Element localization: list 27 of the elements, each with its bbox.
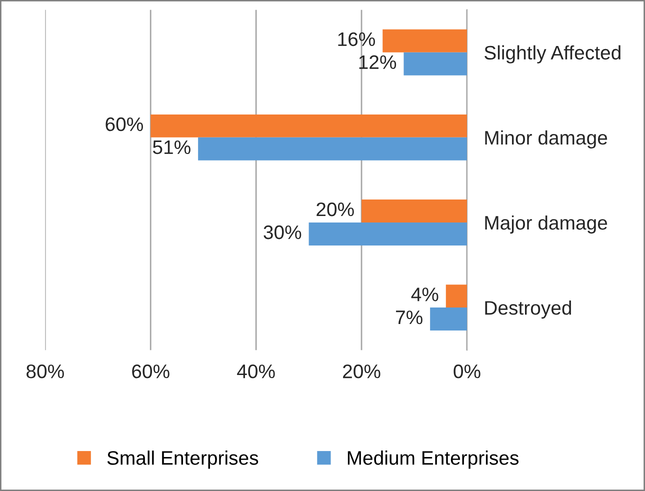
legend-label: Medium Enterprises bbox=[348, 450, 519, 469]
x-tick-label: 60% bbox=[132, 364, 170, 378]
data-label: 20% bbox=[316, 202, 354, 216]
data-label: 51% bbox=[152, 140, 190, 154]
y-tick-label: Slightly Affected bbox=[484, 45, 620, 64]
x-tick-label: 80% bbox=[26, 364, 64, 378]
bar bbox=[198, 137, 467, 160]
x-tick-label: 40% bbox=[237, 364, 275, 378]
bar bbox=[362, 200, 467, 222]
data-label: 60% bbox=[106, 117, 143, 132]
bar bbox=[382, 29, 467, 52]
bar bbox=[446, 284, 467, 308]
y-tick-label: Minor damage bbox=[485, 130, 608, 148]
data-label: 7% bbox=[396, 310, 422, 324]
bar bbox=[430, 308, 467, 331]
x-tick-label: 20% bbox=[343, 364, 380, 378]
bar bbox=[150, 114, 467, 138]
data-label: 30% bbox=[264, 225, 302, 240]
data-label: 12% bbox=[359, 55, 396, 69]
y-tick-label: Destroyed bbox=[485, 300, 572, 319]
bar bbox=[308, 222, 467, 246]
x-tick-label: 0% bbox=[454, 364, 480, 378]
data-label: 16% bbox=[338, 32, 375, 46]
bar bbox=[404, 52, 467, 76]
y-tick-label: Major damage bbox=[485, 215, 608, 234]
data-label: 4% bbox=[411, 288, 438, 302]
legend-label: Small Enterprises bbox=[107, 450, 258, 469]
